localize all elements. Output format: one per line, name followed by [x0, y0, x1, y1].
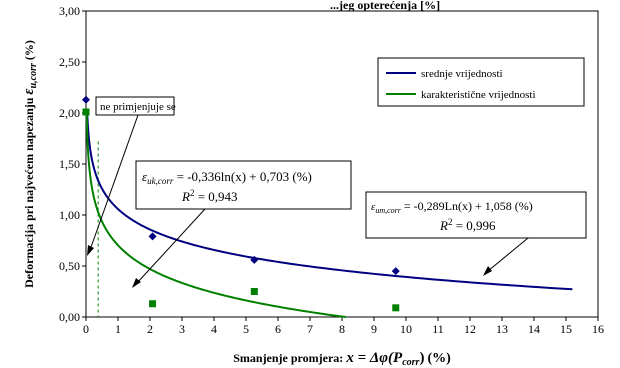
x-tick-label: 12: [464, 322, 476, 336]
eq-char-line2: R2 = 0,943: [181, 188, 238, 204]
note-leader: [89, 114, 139, 251]
mean-point: [250, 255, 259, 264]
y-tick-label: 2,50: [59, 55, 80, 69]
note-box: [95, 96, 175, 116]
x-tick-label: 2: [147, 322, 153, 336]
y-tick-label: 3,00: [59, 4, 80, 18]
y-tick-label: 1,00: [59, 208, 80, 222]
x-tick-label: 13: [496, 322, 508, 336]
mean-point: [148, 232, 157, 241]
characteristic-point: [250, 288, 258, 295]
x-tick-label: 16: [592, 322, 604, 336]
eq-char-arrowhead: [132, 278, 141, 288]
eq-mean-leader: [487, 237, 529, 272]
eq-mean-line1: εum,corr = -0,289Ln(x) + 1,058 (%): [371, 199, 533, 215]
mean-point: [82, 95, 90, 104]
x-tick-label: 0: [83, 322, 89, 336]
eq-char-line1: εuk,corr = -0,336ln(x) + 0,703 (%): [142, 169, 312, 186]
characteristic-point: [392, 304, 400, 312]
x-tick-label: 7: [307, 322, 313, 336]
x-tick-label: 3: [179, 322, 185, 336]
eq-char-leader: [136, 208, 206, 284]
equation-mean: εum,corr = -0,289Ln(x) + 1,058 (%) R2 = …: [365, 191, 587, 276]
fit-curve-characteristic: [85, 111, 346, 318]
legend-label-mean: srednje vrijednosti: [421, 68, 503, 80]
equation-characteristic: εuk,corr = -0,336ln(x) + 0,703 (%) R2 = …: [132, 160, 352, 288]
x-tick-label: 5: [243, 322, 249, 336]
eq-mean-line2: R2 = 0,996: [439, 217, 496, 233]
characteristic-point: [149, 300, 157, 308]
legend-box: [377, 57, 585, 107]
x-axis-title: Smanjenje promjera: x = Δφ(Pcorr) (%): [233, 350, 451, 368]
note-callout: ne primjenjuje se: [87, 96, 176, 256]
y-tick-label: 0,00: [59, 310, 80, 324]
characteristic-point: [82, 108, 90, 116]
mean-point: [391, 267, 400, 276]
x-tick-label: 1: [115, 322, 121, 336]
x-tick-label: 4: [211, 322, 217, 336]
x-tick-label: 8: [339, 322, 345, 336]
x-tick-label: 10: [400, 322, 412, 336]
x-ticks: 0 1 2 3 4 5 6 7 8 9 10 11 12 13 14 15 16: [83, 317, 604, 336]
x-tick-label: 6: [275, 322, 281, 336]
x-tick-label: 9: [371, 322, 377, 336]
x-tick-label: 15: [560, 322, 572, 336]
fit-curve-mean: [86, 114, 573, 291]
note-arrowhead: [87, 245, 94, 256]
chart-title-fragment: ...jeg opterećenja [%]: [330, 0, 440, 12]
legend-label-characteristic: karakteristične vrijednosti: [421, 89, 536, 101]
eq-char-box: [135, 160, 352, 210]
legend: srednje vrijednosti karakteristične vrij…: [377, 57, 585, 107]
y-axis-title: Deformacija pri najvećem napezanju εu,co…: [21, 40, 39, 288]
note-text: ne primjenjuje se: [100, 101, 176, 113]
eq-mean-arrowhead: [483, 266, 492, 276]
x-tick-label: 14: [528, 322, 540, 336]
data-points: [82, 95, 400, 312]
y-tick-label: 1,50: [59, 157, 80, 171]
y-tick-label: 0,50: [59, 259, 80, 273]
eq-mean-box: [365, 191, 587, 239]
y-ticks: 0,00 0,50 1,00 1,50 2,00 2,50 3,00: [59, 4, 86, 324]
y-tick-label: 2,00: [59, 106, 80, 120]
x-tick-label: 11: [432, 322, 444, 336]
